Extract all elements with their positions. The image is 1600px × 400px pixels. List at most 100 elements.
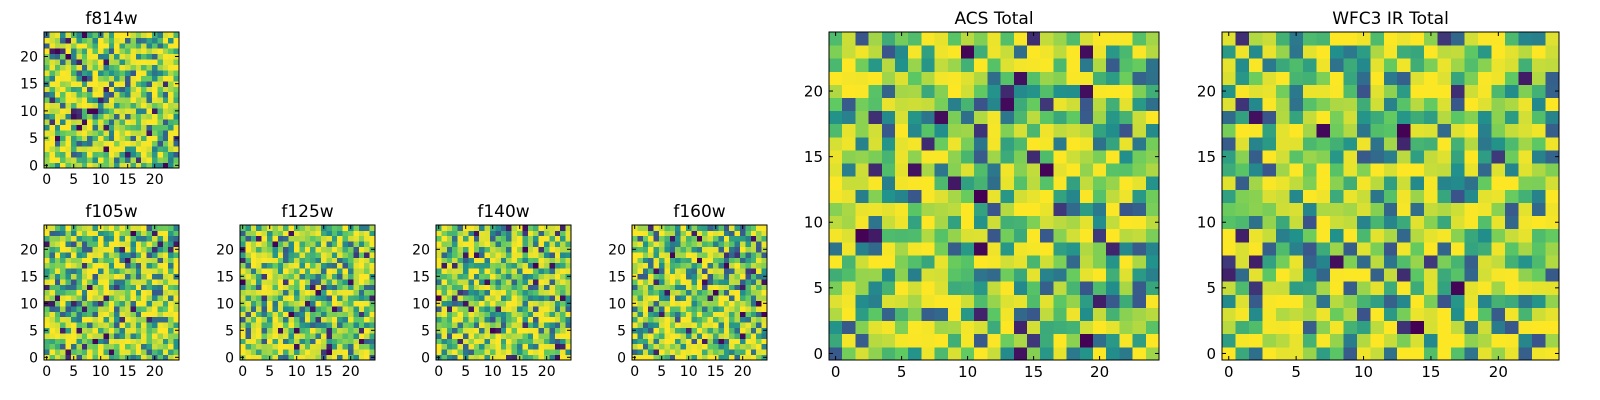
heatmap-cell [342, 284, 349, 291]
heatmap-cell [855, 84, 869, 98]
heatmap-cell [490, 327, 496, 334]
heatmap-cell [92, 140, 99, 147]
heatmap-cell [103, 151, 110, 158]
heatmap-cell [729, 343, 735, 350]
heatmap-cell [522, 225, 529, 231]
heatmap-cell [157, 59, 164, 66]
heatmap-cell [457, 306, 464, 312]
heatmap-cell [92, 311, 99, 318]
heatmap-cell [538, 241, 545, 247]
heatmap-cell [729, 322, 735, 328]
heatmap-cell [141, 354, 147, 361]
heatmap-cell [1289, 346, 1304, 361]
heatmap-cell [484, 327, 491, 334]
heatmap-cell [495, 289, 502, 296]
heatmap-cell [157, 64, 164, 71]
heatmap-cell [1370, 110, 1385, 125]
heatmap-cell [98, 316, 104, 323]
heatmap-cell [141, 119, 147, 125]
heatmap-cell [1262, 58, 1277, 72]
heatmap-cell [1424, 58, 1439, 72]
heatmap-cell [1040, 97, 1054, 112]
heatmap-cell [729, 327, 735, 334]
heatmap-cell [1000, 241, 1015, 256]
heatmap-cell [54, 257, 61, 264]
heatmap-cell [92, 349, 99, 355]
heatmap-cell [855, 176, 869, 190]
heatmap-cell [81, 162, 88, 169]
heatmap-cell [146, 53, 153, 60]
heatmap-cell [135, 162, 142, 169]
heatmap-cell [108, 124, 115, 131]
heatmap-cell [495, 295, 502, 301]
heatmap-cell [1329, 32, 1344, 46]
heatmap-cell [1066, 110, 1081, 125]
heatmap-cell [457, 273, 464, 280]
heatmap-cell [1410, 45, 1425, 59]
heatmap-cell [457, 322, 464, 328]
heatmap-cell [1040, 189, 1054, 203]
heatmap-cell [108, 91, 115, 98]
heatmap-cell [125, 48, 131, 55]
heatmap-cell [1079, 281, 1094, 295]
heatmap-cell [130, 311, 137, 318]
heatmap-cell [114, 32, 120, 38]
heatmap-cell [87, 48, 93, 55]
heatmap-cell [490, 343, 496, 350]
heatmap-cell [1545, 71, 1560, 85]
heatmap-cell [1329, 215, 1344, 230]
heatmap-cell [723, 306, 730, 312]
heatmap-cell [511, 311, 518, 318]
heatmap-cell [686, 262, 692, 269]
heatmap-cell [1040, 215, 1054, 230]
heatmap-cell [538, 252, 545, 258]
heatmap-cell [1464, 84, 1479, 98]
heatmap-cell [718, 284, 725, 291]
heatmap-cell [135, 262, 142, 269]
heatmap-cell [473, 289, 480, 296]
heatmap-cell [1451, 163, 1466, 177]
heatmap-cell [337, 289, 343, 296]
heatmap-cell [272, 252, 279, 258]
heatmap-cell [500, 300, 507, 307]
heatmap-cell [71, 48, 77, 55]
heatmap-cell [1316, 32, 1331, 46]
heatmap-cell [1066, 320, 1081, 335]
heatmap-cell [680, 338, 687, 345]
heatmap-cell [1053, 189, 1067, 203]
heatmap-cell [125, 75, 131, 82]
heatmap-cell [1132, 97, 1147, 112]
heatmap-cell [1545, 202, 1560, 217]
heatmap-cell [1235, 333, 1250, 348]
heatmap-cell [446, 338, 453, 345]
heatmap-cell [288, 289, 295, 296]
heatmap-cell [1478, 150, 1492, 164]
heatmap-cell [125, 108, 131, 114]
heatmap-cell [511, 235, 518, 242]
heatmap-cell [288, 338, 295, 345]
heatmap-cell [65, 311, 72, 318]
heatmap-cell [1343, 294, 1358, 308]
heatmap-cell [65, 349, 72, 355]
heatmap-cell [152, 252, 158, 258]
heatmap-cell [119, 124, 126, 131]
heatmap-cell [1066, 58, 1081, 72]
heatmap-cell [267, 284, 273, 291]
heatmap-cell [842, 202, 856, 217]
heatmap-cell [895, 150, 909, 164]
heatmap-cell [974, 176, 988, 190]
heatmap-cell [87, 42, 93, 49]
heatmap-cell [1410, 71, 1425, 85]
heatmap-cell [560, 284, 566, 291]
heatmap-cell [44, 338, 50, 345]
heatmap-cell [707, 306, 714, 312]
heatmap-cell [729, 306, 735, 312]
heatmap-cell [756, 333, 762, 339]
heatmap-cell [961, 294, 975, 308]
heatmap-cell [141, 42, 147, 49]
heatmap-cell [1437, 58, 1452, 72]
heatmap-cell [119, 338, 126, 345]
heatmap-cell [895, 189, 909, 203]
heatmap-cell [272, 230, 279, 237]
heatmap-cell [283, 225, 289, 231]
